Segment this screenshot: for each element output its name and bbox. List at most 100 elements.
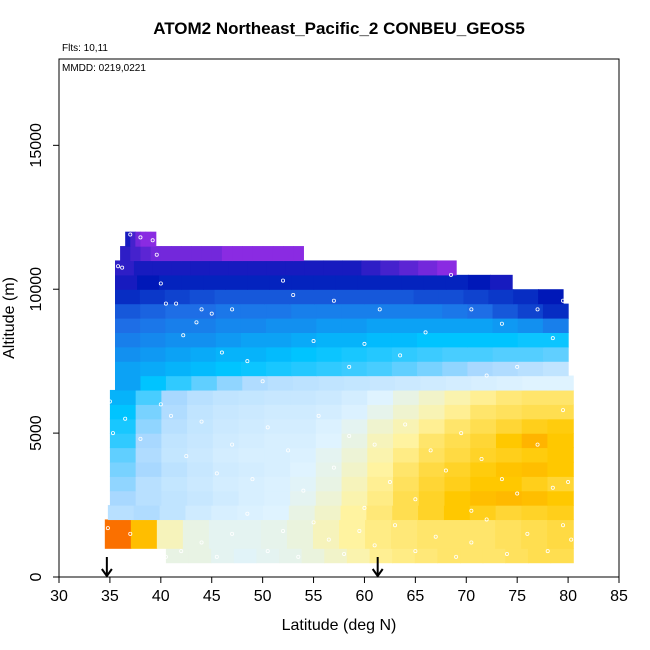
heatmap-cell bbox=[189, 289, 216, 305]
observation-point bbox=[158, 402, 163, 407]
observation-point bbox=[209, 311, 214, 316]
heatmap-cell bbox=[467, 274, 491, 290]
heatmap-cell bbox=[444, 476, 471, 492]
heatmap-cell bbox=[547, 505, 574, 521]
heatmap-cell bbox=[266, 346, 292, 362]
heatmap-cell bbox=[267, 375, 294, 391]
heatmap-cell bbox=[418, 505, 445, 521]
heatmap-cell bbox=[238, 447, 265, 463]
heatmap-cell bbox=[366, 332, 393, 348]
heatmap-cell bbox=[264, 433, 291, 449]
heatmap-cell bbox=[495, 418, 523, 434]
heatmap-cell bbox=[266, 332, 292, 348]
observation-point bbox=[265, 425, 270, 430]
observation-point bbox=[123, 416, 128, 421]
heatmap-cell bbox=[314, 505, 342, 521]
heatmap-cell bbox=[190, 346, 217, 362]
heatmap-cell bbox=[214, 289, 241, 305]
heatmap-cell bbox=[369, 548, 393, 564]
heatmap-cell bbox=[399, 260, 419, 276]
heatmap-cell bbox=[316, 332, 343, 348]
x-tick-label: 45 bbox=[203, 588, 221, 605]
observation-point bbox=[454, 554, 459, 559]
heatmap-cell bbox=[444, 461, 471, 477]
heatmap-cell bbox=[341, 433, 368, 449]
heatmap-cell bbox=[212, 476, 240, 492]
heatmap-cell bbox=[522, 375, 549, 391]
observation-point bbox=[230, 442, 235, 447]
y-tick-label: 10000 bbox=[28, 267, 45, 312]
heatmap-cell bbox=[135, 447, 162, 463]
heatmap-cell bbox=[444, 447, 471, 463]
heatmap-cell bbox=[340, 505, 367, 521]
observation-point bbox=[199, 419, 204, 424]
heatmap-cell bbox=[444, 433, 471, 449]
observation-point bbox=[128, 232, 133, 237]
heatmap-cell bbox=[212, 433, 240, 449]
x-tick-label: 85 bbox=[610, 588, 628, 605]
x-tick-label: 80 bbox=[559, 588, 577, 605]
heatmap-cell bbox=[470, 433, 497, 449]
heatmap-cell bbox=[140, 303, 166, 319]
heatmap-cell bbox=[418, 476, 446, 492]
heatmap-cell bbox=[547, 418, 574, 434]
heatmap-cell bbox=[341, 490, 368, 506]
observation-point bbox=[428, 448, 433, 453]
observation-point bbox=[499, 321, 504, 326]
observation-point bbox=[550, 336, 555, 341]
heatmap-cell bbox=[242, 375, 269, 391]
heatmap-cell bbox=[115, 375, 142, 391]
heatmap-cell bbox=[547, 433, 574, 449]
heatmap-cell bbox=[247, 260, 268, 276]
heatmap-cell bbox=[417, 303, 443, 319]
heatmap-cell bbox=[367, 389, 394, 405]
heatmap-cell bbox=[391, 318, 418, 333]
heatmap-cell bbox=[290, 447, 317, 463]
heatmap-cell bbox=[342, 260, 362, 276]
heatmap-cell bbox=[165, 361, 192, 377]
heatmap-cell bbox=[156, 519, 184, 549]
heatmap-cell bbox=[140, 361, 166, 377]
heatmap-cell bbox=[115, 289, 141, 305]
heatmap-cell bbox=[495, 433, 523, 449]
heatmap-cell bbox=[470, 404, 497, 420]
heatmap-cell bbox=[344, 375, 371, 391]
heatmap-cell bbox=[418, 260, 438, 276]
heatmap-cell bbox=[140, 346, 166, 362]
heatmap-cell bbox=[315, 461, 343, 477]
heatmap-cell bbox=[161, 490, 188, 506]
heatmap-cell bbox=[418, 447, 446, 463]
heatmap-cell bbox=[272, 246, 284, 262]
x-tick-label: 35 bbox=[101, 588, 119, 605]
heatmap-cell bbox=[188, 548, 212, 564]
heatmap-cell bbox=[488, 289, 514, 305]
heatmap-cell bbox=[221, 246, 233, 262]
heatmap-cell bbox=[290, 490, 317, 506]
observation-point bbox=[311, 339, 316, 344]
heatmap-cell bbox=[209, 260, 230, 276]
heatmap-cell bbox=[542, 318, 569, 333]
heatmap-cell bbox=[341, 476, 368, 492]
heatmap-cell bbox=[109, 490, 137, 506]
heatmap-cell bbox=[140, 318, 166, 333]
heatmap-cell bbox=[367, 433, 394, 449]
heatmap-cell bbox=[318, 375, 345, 391]
heatmap-cell bbox=[417, 346, 443, 362]
heatmap-cell bbox=[517, 361, 544, 377]
observation-point bbox=[357, 528, 362, 533]
heatmap-cell bbox=[521, 505, 548, 521]
latitude-arrows bbox=[101, 557, 384, 578]
heatmap-cell bbox=[293, 246, 304, 262]
heatmap-cell bbox=[316, 346, 343, 362]
heatmap-cell bbox=[130, 231, 136, 247]
heatmap-cell bbox=[482, 548, 506, 564]
heatmap-cell bbox=[181, 274, 204, 290]
observation-point bbox=[181, 333, 186, 338]
heatmap-cell bbox=[417, 332, 443, 348]
observation-point bbox=[326, 537, 331, 542]
observation-point bbox=[387, 480, 392, 485]
observation-point bbox=[154, 252, 159, 257]
x-tick-label: 75 bbox=[508, 588, 526, 605]
x-tick-label: 55 bbox=[305, 588, 323, 605]
heatmap-cell bbox=[414, 548, 439, 564]
